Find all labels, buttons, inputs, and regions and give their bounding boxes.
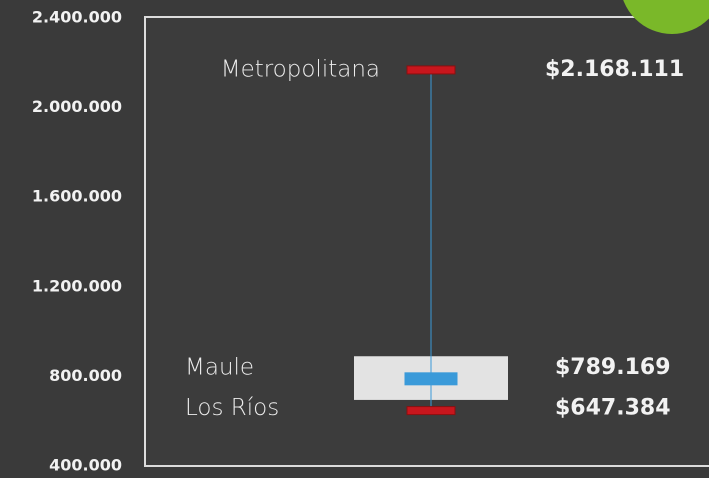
category-label: Maule	[185, 354, 254, 380]
category-label: Los Ríos	[185, 395, 279, 421]
value-label: $647.384	[555, 396, 671, 421]
marker	[404, 372, 458, 386]
y-tick-label: 1.600.000	[32, 187, 122, 206]
value-label: $2.168.111	[545, 57, 684, 82]
y-tick-label: 400.000	[49, 456, 122, 475]
y-tick-label: 1.200.000	[32, 276, 122, 295]
category-label: Metropolitana	[221, 56, 380, 82]
value-label: $789.169	[555, 355, 671, 380]
marker	[406, 406, 456, 416]
y-tick-label: 800.000	[49, 366, 122, 385]
y-tick-label: 2.000.000	[32, 97, 122, 116]
marker	[406, 65, 456, 75]
y-tick-label: 2.400.000	[32, 8, 122, 27]
logo	[623, 0, 709, 34]
